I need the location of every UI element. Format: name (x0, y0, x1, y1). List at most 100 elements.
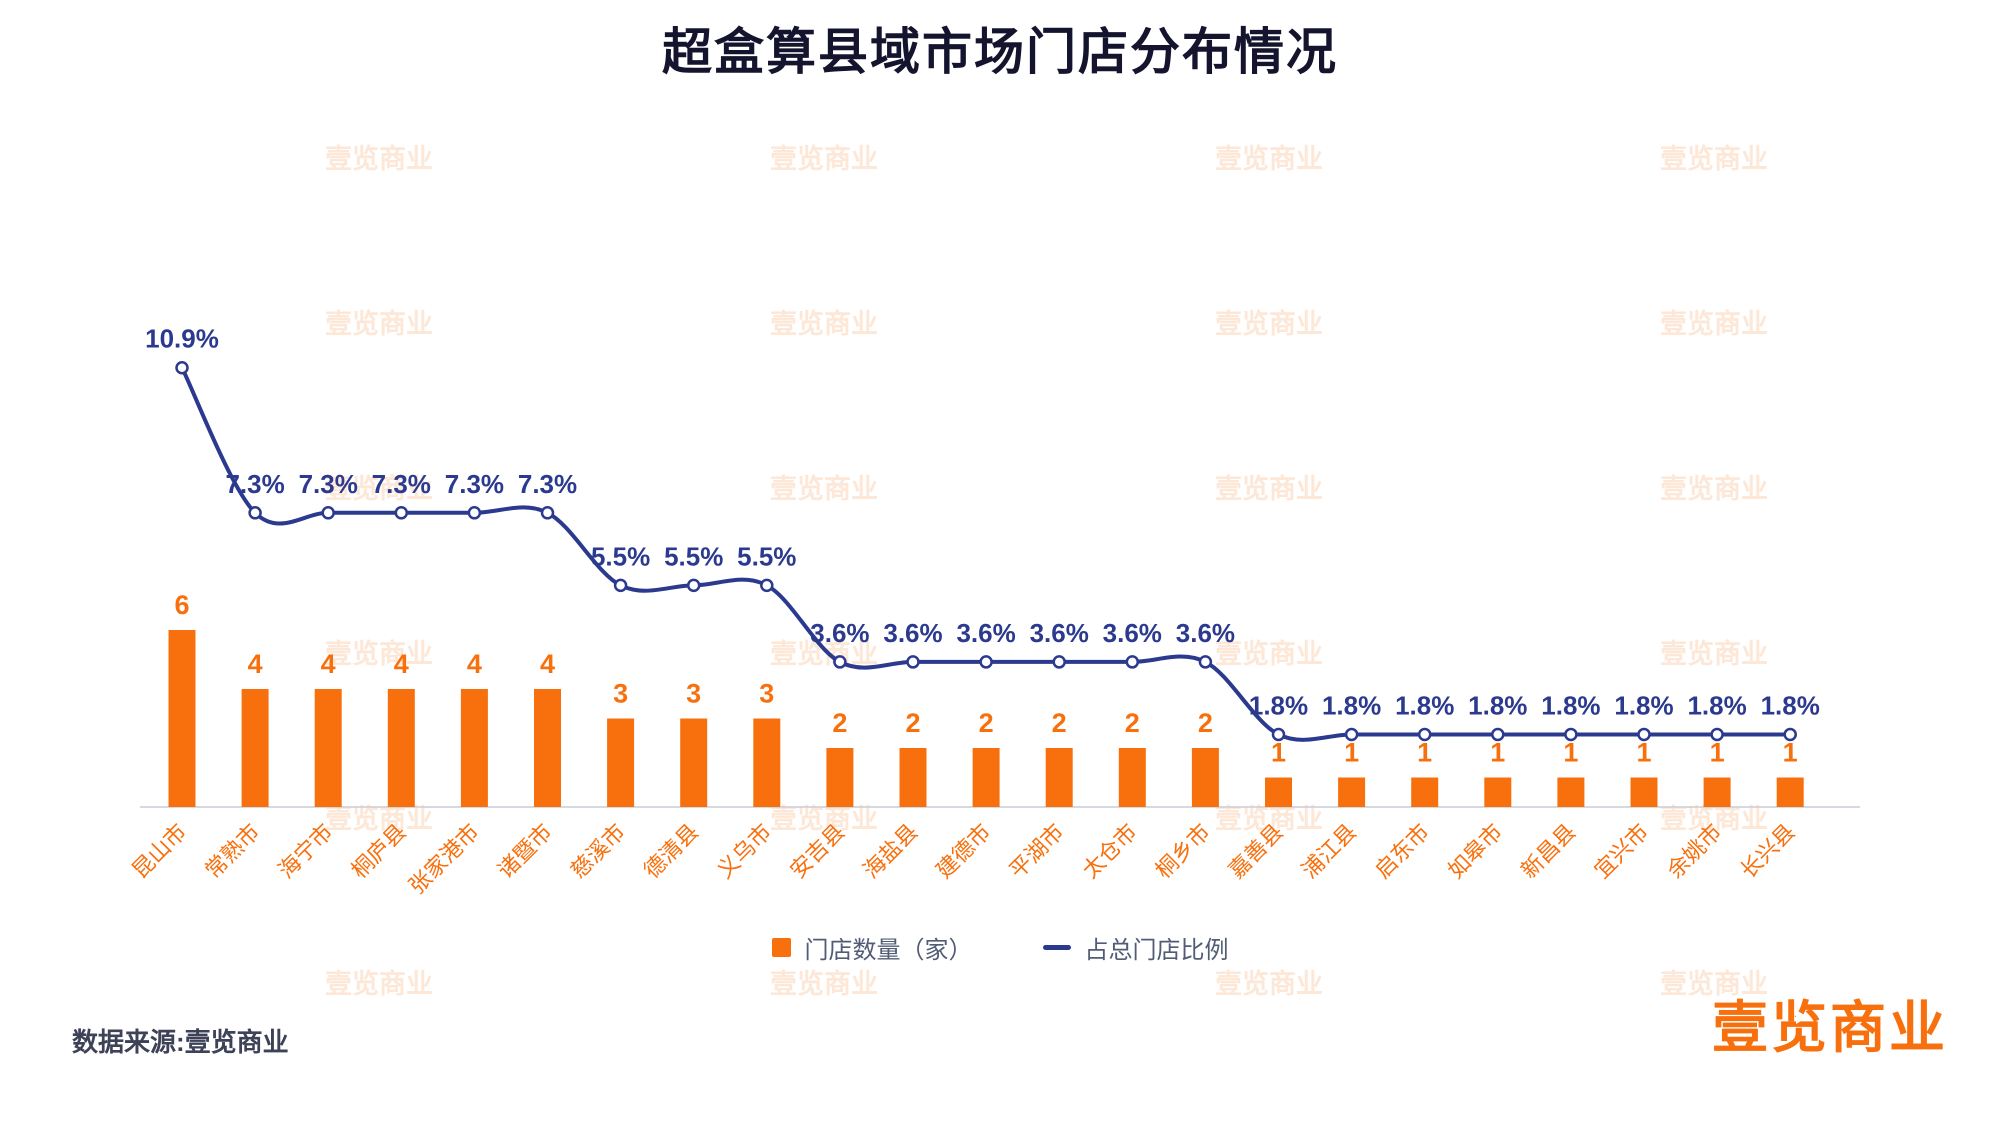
pct-label: 1.8% (1468, 690, 1527, 720)
legend-item-bars: 门店数量（家） (771, 930, 973, 965)
pct-point (1125, 655, 1140, 669)
watermark-text: 壹览商业 (1215, 638, 1323, 669)
bar-value-label: 1 (1344, 738, 1359, 768)
bar-value-label: 3 (759, 679, 774, 709)
x-axis-label: 新昌县 (1516, 819, 1580, 883)
watermark-text: 壹览商业 (1660, 803, 1768, 834)
x-axis-label: 慈溪市 (566, 819, 630, 883)
x-axis-label: 义乌市 (712, 819, 776, 883)
pct-label: 5.5% (737, 541, 796, 571)
bar-value-label: 1 (1271, 738, 1286, 768)
bar-太仓市 (1118, 748, 1146, 807)
legend-line-label: 占总门店比例 (1084, 937, 1229, 964)
pct-label: 3.6% (956, 618, 1015, 648)
line-legend-swatch-icon (1042, 945, 1071, 950)
pct-label: 1.8% (1395, 690, 1454, 720)
bar-value-label: 4 (540, 649, 555, 679)
bar-浦江县 (1338, 777, 1366, 807)
pct-point (1564, 727, 1578, 742)
bar-legend-swatch-icon (771, 938, 791, 957)
bar-value-label: 6 (174, 590, 189, 620)
watermark-text: 壹览商业 (1660, 473, 1768, 504)
watermark-text: 壹览商业 (1215, 308, 1323, 339)
bar-value-label: 4 (394, 649, 409, 679)
bar-新昌县 (1557, 777, 1585, 807)
pct-point (979, 655, 993, 669)
watermark-text: 壹览商业 (1660, 968, 1768, 999)
watermark-text: 壹览商业 (325, 638, 433, 669)
bar-value-label: 4 (248, 649, 263, 679)
pct-point (1344, 727, 1359, 742)
pct-label: 7.3% (372, 469, 431, 499)
pct-label: 1.8% (1249, 690, 1308, 720)
watermark-text: 壹览商业 (770, 143, 878, 174)
pct-label: 3.6% (810, 618, 869, 648)
pct-label: 10.9% (145, 324, 219, 354)
bar-海盐县 (899, 748, 927, 807)
watermark-text: 壹览商业 (1660, 308, 1768, 339)
pct-point (467, 506, 482, 520)
bar-张家港市 (460, 689, 488, 807)
pct-point (1417, 727, 1432, 742)
bar-value-label: 1 (1417, 738, 1432, 768)
pct-point (613, 578, 628, 593)
bar-安吉县 (826, 748, 854, 807)
bar-value-label: 2 (1125, 708, 1140, 738)
watermark-text: 壹览商业 (1215, 968, 1323, 999)
x-axis-label: 德清县 (639, 819, 703, 883)
pct-point (1491, 727, 1505, 742)
x-axis-label: 桐乡市 (1151, 819, 1215, 883)
watermark-text: 壹览商业 (770, 638, 878, 669)
pct-label: 3.6% (1103, 618, 1162, 648)
bar-value-label: 2 (905, 708, 920, 738)
legend-item-line: 占总门店比例 (1042, 930, 1229, 965)
x-axis-label: 诸暨市 (493, 819, 557, 883)
x-axis-label: 平湖市 (1004, 819, 1068, 883)
pct-label: 1.8% (1541, 690, 1600, 720)
pct-point (906, 655, 920, 669)
play-triangle-icon (1796, 1010, 1808, 1024)
bar-义乌市 (753, 718, 781, 807)
pct-point (394, 506, 409, 520)
bar-value-label: 1 (1490, 738, 1505, 768)
bar-慈溪市 (607, 718, 635, 807)
brand-logo-text: 壹览商业 (1712, 996, 1948, 1059)
watermark-text: 壹览商业 (1215, 803, 1323, 834)
pct-point (1783, 727, 1797, 742)
bar-value-label: 4 (467, 649, 482, 679)
pct-point (175, 360, 189, 375)
brand-logo: 壹览商业 (1712, 1000, 1948, 1056)
pct-point (1637, 727, 1651, 742)
watermark-text: 壹览商业 (325, 473, 433, 504)
bar-德清县 (680, 718, 708, 807)
watermark-text: 壹览商业 (1660, 638, 1768, 669)
pct-label: 7.3% (445, 469, 504, 499)
x-axis-label: 海宁市 (273, 819, 337, 883)
watermark-text: 壹览商业 (325, 143, 433, 174)
bar-value-label: 1 (1710, 738, 1725, 768)
bar-value-label: 2 (832, 708, 847, 738)
legend: 门店数量（家） 占总门店比例 (0, 930, 2000, 965)
bar-如皋市 (1484, 777, 1512, 807)
watermark-text: 壹览商业 (325, 308, 433, 339)
pct-point (1271, 727, 1286, 742)
bar-平湖市 (1045, 748, 1073, 807)
x-axis-label: 如皋市 (1443, 819, 1507, 883)
pct-label: 3.6% (1030, 618, 1089, 648)
pct-label: 3.6% (883, 618, 942, 648)
bar-长兴县 (1776, 777, 1804, 807)
x-axis-label: 启东市 (1370, 819, 1434, 883)
watermark-text: 壹览商业 (325, 968, 433, 999)
pct-label: 1.8% (1614, 690, 1673, 720)
watermark-text: 壹览商业 (770, 473, 878, 504)
x-axis-label: 宜兴市 (1589, 819, 1653, 883)
legend-bars-label: 门店数量（家） (804, 937, 973, 964)
bar-嘉善县 (1265, 777, 1292, 807)
bar-宜兴市 (1630, 777, 1658, 807)
source-note: 数据来源:壹览商业 (72, 1027, 289, 1057)
bar-value-label: 1 (1636, 738, 1651, 768)
bar-value-label: 2 (1198, 708, 1213, 738)
pct-point (833, 655, 847, 669)
pct-point (1052, 655, 1066, 669)
